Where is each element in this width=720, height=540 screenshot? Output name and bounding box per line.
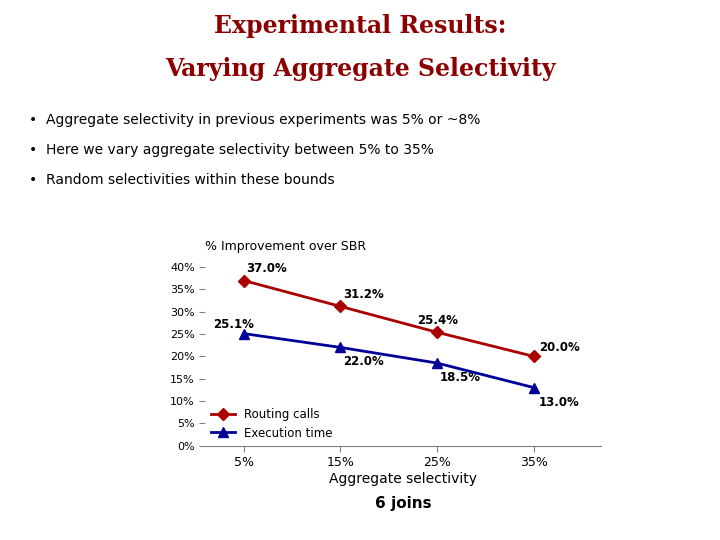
Execution time xyxy=(433,360,441,366)
Text: Aggregate selectivity: Aggregate selectivity xyxy=(329,472,477,487)
Routing calls xyxy=(433,329,441,335)
Text: 22.0%: 22.0% xyxy=(343,355,384,368)
Text: 31.2%: 31.2% xyxy=(343,288,384,301)
Execution time xyxy=(336,344,345,350)
Routing calls xyxy=(336,303,345,309)
Text: % Improvement over SBR: % Improvement over SBR xyxy=(205,240,366,253)
Execution time xyxy=(240,330,248,337)
Text: 20.0%: 20.0% xyxy=(539,341,580,354)
Routing calls xyxy=(529,353,538,360)
Text: 18.5%: 18.5% xyxy=(440,371,481,384)
Legend: Routing calls, Execution time: Routing calls, Execution time xyxy=(211,408,333,440)
Text: •  Random selectivities within these bounds: • Random selectivities within these boun… xyxy=(29,173,334,187)
Text: •  Here we vary aggregate selectivity between 5% to 35%: • Here we vary aggregate selectivity bet… xyxy=(29,143,433,157)
Text: 6 joins: 6 joins xyxy=(375,496,431,511)
Text: 25.1%: 25.1% xyxy=(213,318,254,331)
Text: Varying Aggregate Selectivity: Varying Aggregate Selectivity xyxy=(165,57,555,80)
Line: Routing calls: Routing calls xyxy=(240,276,538,361)
Routing calls xyxy=(240,278,248,284)
Text: Experimental Results:: Experimental Results: xyxy=(214,14,506,37)
Text: 37.0%: 37.0% xyxy=(247,262,287,275)
Text: •  Aggregate selectivity in previous experiments was 5% or ~8%: • Aggregate selectivity in previous expe… xyxy=(29,113,480,127)
Text: 21: 21 xyxy=(348,519,372,537)
Execution time xyxy=(529,384,538,391)
Text: 25.4%: 25.4% xyxy=(418,314,459,327)
Text: 13.0%: 13.0% xyxy=(539,396,580,409)
Line: Execution time: Execution time xyxy=(239,329,539,393)
